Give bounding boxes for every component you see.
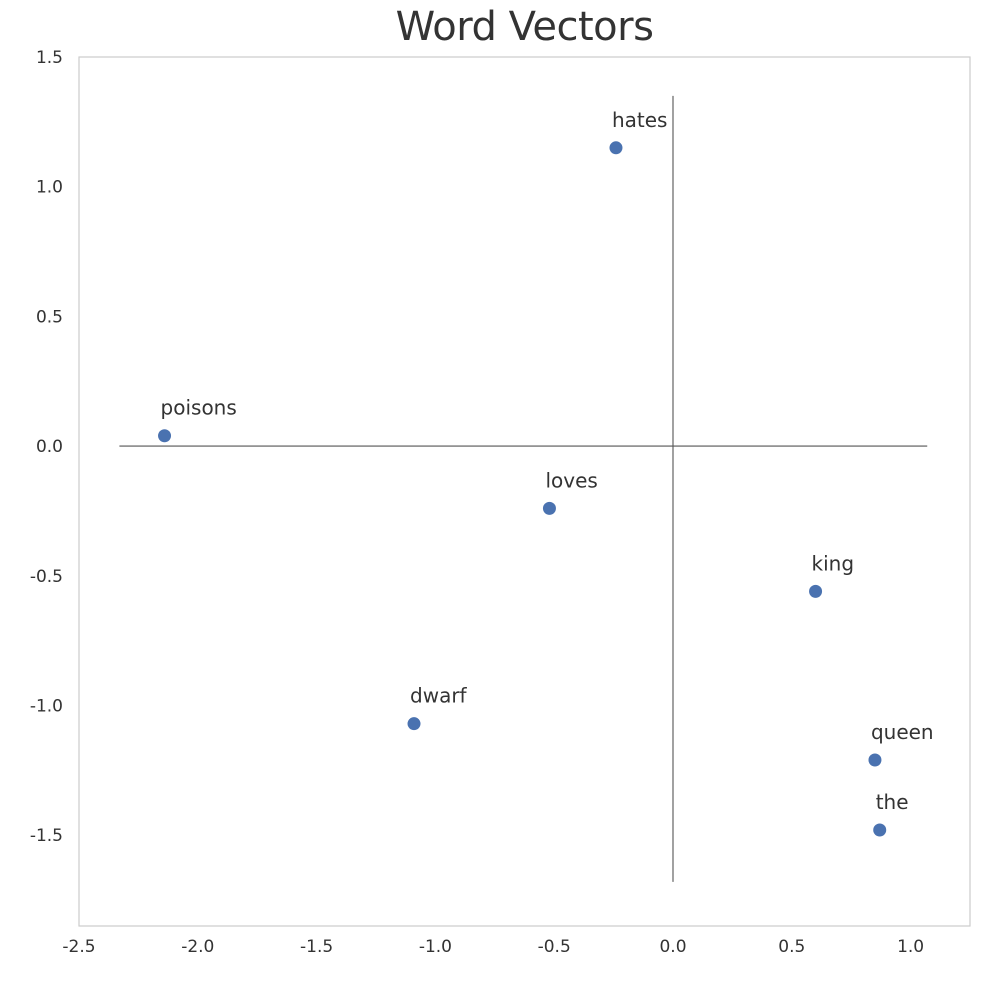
x-tick-label: -1.5 [300, 937, 333, 957]
point-queen [868, 753, 882, 767]
point-label-queen: queen [871, 720, 934, 744]
zero-axis-lines [119, 95, 928, 882]
x-tick-label: 0.5 [778, 937, 805, 957]
x-tick-label: 1.0 [897, 937, 924, 957]
x-tick-label: -2.0 [181, 937, 214, 957]
point-label-the: the [876, 790, 909, 814]
y-tick-label: 1.5 [36, 48, 63, 68]
point-label-poisons: poisons [161, 396, 237, 420]
point-dwarf [407, 717, 421, 731]
point-hates [609, 141, 623, 155]
tick-labels: -2.5 -2.0 -1.5 -1.0 -0.5 0.0 0.5 1.0 1.5 1.0 0.5 0.… [30, 48, 924, 957]
point-label-dwarf: dwarf [410, 684, 468, 708]
plot-border [78, 56, 971, 927]
data-points [158, 141, 887, 837]
y-tick-label: 1.0 [36, 178, 63, 198]
point-label-hates: hates [612, 108, 668, 132]
y-tick-label: 0.5 [36, 307, 63, 327]
plot-frame [78, 56, 971, 927]
x-tick-label: -2.5 [62, 937, 95, 957]
y-tick-label: 0.0 [36, 437, 63, 457]
y-tick-label: -0.5 [30, 567, 63, 587]
data-labels: hates poisons loves king dwarf queen the [161, 108, 934, 814]
y-tick-label: -1.5 [30, 826, 63, 846]
point-king [809, 584, 823, 598]
x-tick-label: -0.5 [538, 937, 571, 957]
x-tick-label: 0.0 [659, 937, 686, 957]
point-label-loves: loves [545, 468, 597, 492]
point-the [873, 823, 887, 837]
point-label-king: king [812, 551, 855, 575]
point-poisons [158, 429, 172, 443]
x-tick-label: -1.0 [419, 937, 452, 957]
y-tick-label: -1.0 [30, 697, 63, 717]
point-loves [542, 501, 556, 515]
chart-title: Word Vectors [395, 4, 654, 50]
